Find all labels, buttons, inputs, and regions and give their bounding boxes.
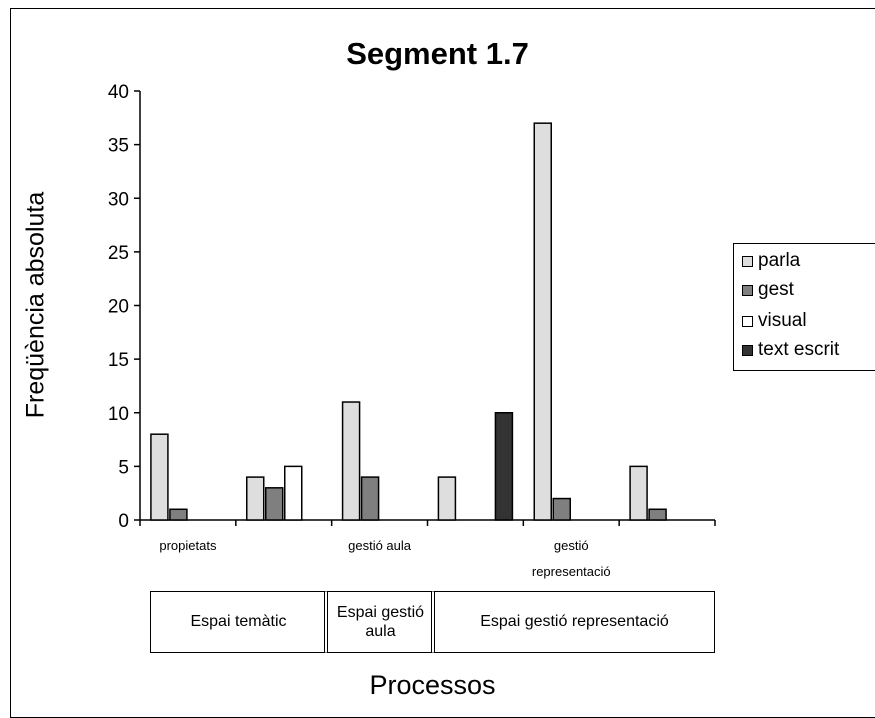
x-tick-label: gestió aula — [348, 538, 412, 553]
bar-gest-5 — [648, 508, 667, 521]
group-box-espai-gestio-aula: Espai gestió aula — [324, 591, 434, 653]
x-tick-label: gestió representació — [532, 538, 611, 579]
bar-visual-1 — [284, 465, 303, 521]
y-tick-label: 35 — [108, 136, 129, 157]
x-tick-label: propietats — [159, 538, 217, 553]
chart-title: Segment 1.7 — [346, 36, 529, 71]
bar-text-escrit-3 — [494, 412, 514, 521]
group-label-espai-tematic: Espai temàtic — [190, 613, 287, 630]
legend-label-visual: visual — [758, 310, 807, 331]
bar-parla-4 — [533, 122, 552, 521]
y-tick-label: 15 — [108, 350, 129, 371]
y-tick-label: 40 — [108, 82, 129, 103]
group-label-espai-gestio-aula: Espai gestió aula — [336, 604, 425, 640]
legend-item-text-escrit: text escrit — [742, 339, 839, 361]
y-axis-label: Freqüència absoluta — [21, 191, 50, 419]
legend-label-parla: parla — [758, 250, 801, 271]
bar-parla-5 — [629, 465, 648, 521]
y-tick-label: 0 — [118, 511, 129, 532]
y-tick-label: 10 — [108, 404, 129, 425]
group-label-espai-gestio-representacio: Espai gestió representació — [480, 613, 669, 630]
legend-label-text-escrit: text escrit — [758, 339, 840, 360]
bar-gest-2 — [360, 476, 380, 521]
bar-parla-2 — [341, 401, 361, 521]
bar-gest-0 — [169, 508, 188, 521]
legend-item-gest: gest — [742, 279, 794, 301]
bar-gest-4 — [552, 497, 571, 521]
y-tick-label: 20 — [108, 297, 129, 318]
y-tick-label: 25 — [108, 243, 129, 264]
bar-parla-3 — [437, 476, 457, 521]
legend-swatch-gest — [742, 284, 753, 296]
legend-swatch-visual — [742, 315, 753, 327]
legend-label-gest: gest — [758, 279, 794, 300]
bar-gest-1 — [265, 487, 284, 521]
group-box-espai-gestio-representacio: Espai gestió representació — [431, 591, 715, 653]
legend-swatch-text-escrit — [742, 344, 753, 356]
y-tick-label: 30 — [108, 189, 129, 210]
bar-parla-0 — [150, 433, 169, 521]
group-box-espai-tematic: Espai temàtic — [150, 591, 327, 653]
x-axis-label: Processos — [369, 670, 496, 700]
legend-swatch-parla — [742, 255, 753, 267]
bar-parla-1 — [246, 476, 265, 521]
legend-item-visual: visual — [742, 310, 807, 332]
legend: parla gest visual text escrit — [733, 243, 875, 371]
legend-item-parla: parla — [742, 250, 800, 272]
y-tick-label: 5 — [118, 457, 129, 478]
